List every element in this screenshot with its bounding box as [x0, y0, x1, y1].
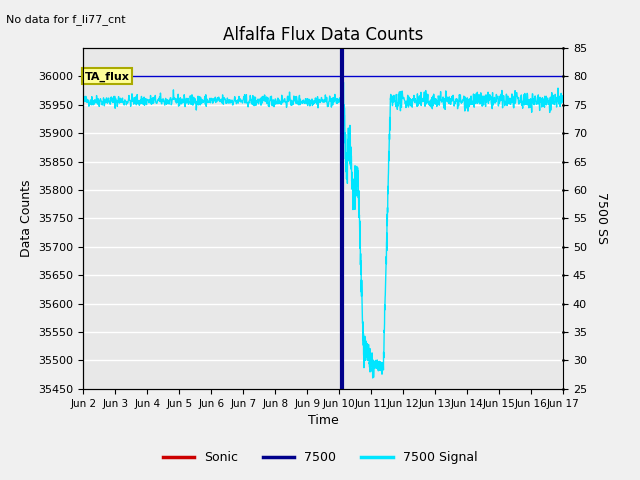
Y-axis label: Data Counts: Data Counts	[20, 180, 33, 257]
Legend: Sonic, 7500, 7500 Signal: Sonic, 7500, 7500 Signal	[158, 446, 482, 469]
Text: No data for f_li77_cnt: No data for f_li77_cnt	[6, 14, 126, 25]
Text: TA_flux: TA_flux	[85, 71, 130, 82]
Title: Alfalfa Flux Data Counts: Alfalfa Flux Data Counts	[223, 25, 424, 44]
X-axis label: Time: Time	[308, 414, 339, 427]
Y-axis label: 7500 SS: 7500 SS	[595, 192, 608, 244]
